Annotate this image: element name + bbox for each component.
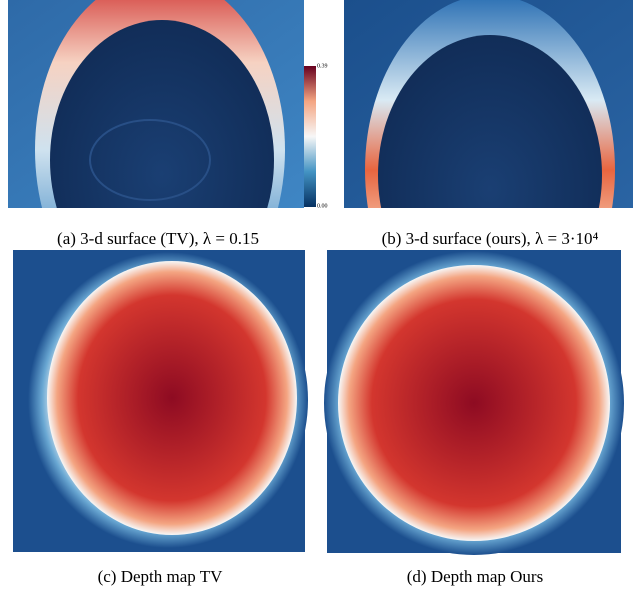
colorbar-max: 0.39 xyxy=(317,63,328,69)
depth-tv-image xyxy=(13,250,308,552)
caption-b: (b) 3-d surface (ours), λ = 3·10⁴ xyxy=(382,229,599,248)
colorbar xyxy=(304,66,316,207)
caption-a: (a) 3-d surface (TV), λ = 0.15 xyxy=(57,229,259,248)
caption-d: (d) Depth map Ours xyxy=(407,567,543,586)
depth-ours-image xyxy=(324,250,624,555)
figure: 0.39 0.00 (a) 3-d surface (TV), λ = 0.15… xyxy=(0,0,641,592)
page: 0.39 0.00 (a) 3-d surface (TV), λ = 0.15… xyxy=(0,0,641,592)
colorbar-min: 0.00 xyxy=(317,203,328,209)
caption-c: (c) Depth map TV xyxy=(98,567,224,586)
